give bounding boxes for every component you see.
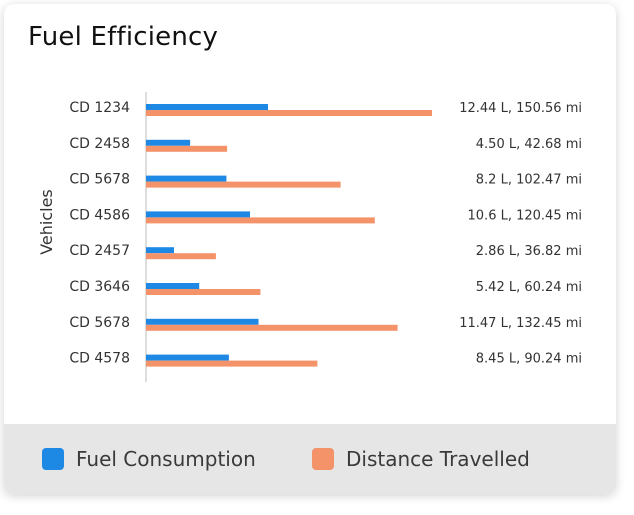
distance-bar — [146, 324, 398, 331]
fuel-swatch — [42, 448, 64, 470]
value-label: 2.86 L, 36.82 mi — [476, 244, 582, 259]
fuel-bar — [146, 139, 191, 146]
category-label: CD 4578 — [69, 351, 130, 367]
distance-bar — [146, 253, 216, 260]
value-label: 11.47 L, 132.45 mi — [459, 316, 582, 331]
fuel-bar — [146, 318, 259, 325]
fuel-bar — [146, 211, 250, 218]
legend-label-distance: Distance Travelled — [346, 447, 530, 471]
distance-bar — [146, 360, 318, 367]
value-label: 4.50 L, 42.68 mi — [476, 137, 582, 152]
legend-item-fuel: Fuel Consumption — [42, 447, 256, 471]
category-label: CD 5678 — [69, 172, 130, 188]
fuel-bar — [146, 104, 268, 110]
category-label: CD 2458 — [69, 136, 130, 152]
chart-title: Fuel Efficiency — [28, 22, 219, 52]
distance-bar — [146, 289, 261, 295]
category-label: CD 1234 — [69, 100, 130, 116]
legend-label-fuel: Fuel Consumption — [76, 447, 256, 471]
distance-bar — [146, 145, 228, 152]
value-label: 10.6 L, 120.45 mi — [468, 208, 582, 223]
distance-bar — [146, 181, 341, 188]
category-label: CD 5678 — [69, 315, 130, 331]
value-label: 8.2 L, 102.47 mi — [476, 173, 582, 188]
distance-swatch — [312, 448, 334, 470]
fuel-bar — [146, 175, 227, 182]
category-label: CD 2457 — [69, 243, 130, 259]
distance-bar — [146, 217, 375, 224]
category-label: CD 3646 — [69, 279, 130, 295]
chart-card: Fuel Efficiency Vehicles CD 1234 12.44 L, … — [4, 4, 616, 494]
legend: Fuel Consumption Distance Travelled — [4, 424, 616, 494]
bar-chart: Vehicles CD 1234 12.44 L, 150.56 mi CD 2458… — [37, 92, 582, 382]
value-label: 12.44 L, 150.56 mi — [459, 101, 582, 116]
y-axis-title: Vehicles — [37, 189, 56, 255]
distance-bar — [146, 110, 432, 116]
fuel-bar — [146, 354, 229, 361]
value-label: 8.45 L, 90.24 mi — [476, 352, 582, 367]
fuel-bar — [146, 283, 200, 289]
fuel-bar — [146, 247, 174, 254]
legend-item-distance: Distance Travelled — [312, 447, 530, 471]
value-label: 5.42 L, 60.24 mi — [476, 280, 582, 295]
category-label: CD 4586 — [69, 207, 130, 223]
